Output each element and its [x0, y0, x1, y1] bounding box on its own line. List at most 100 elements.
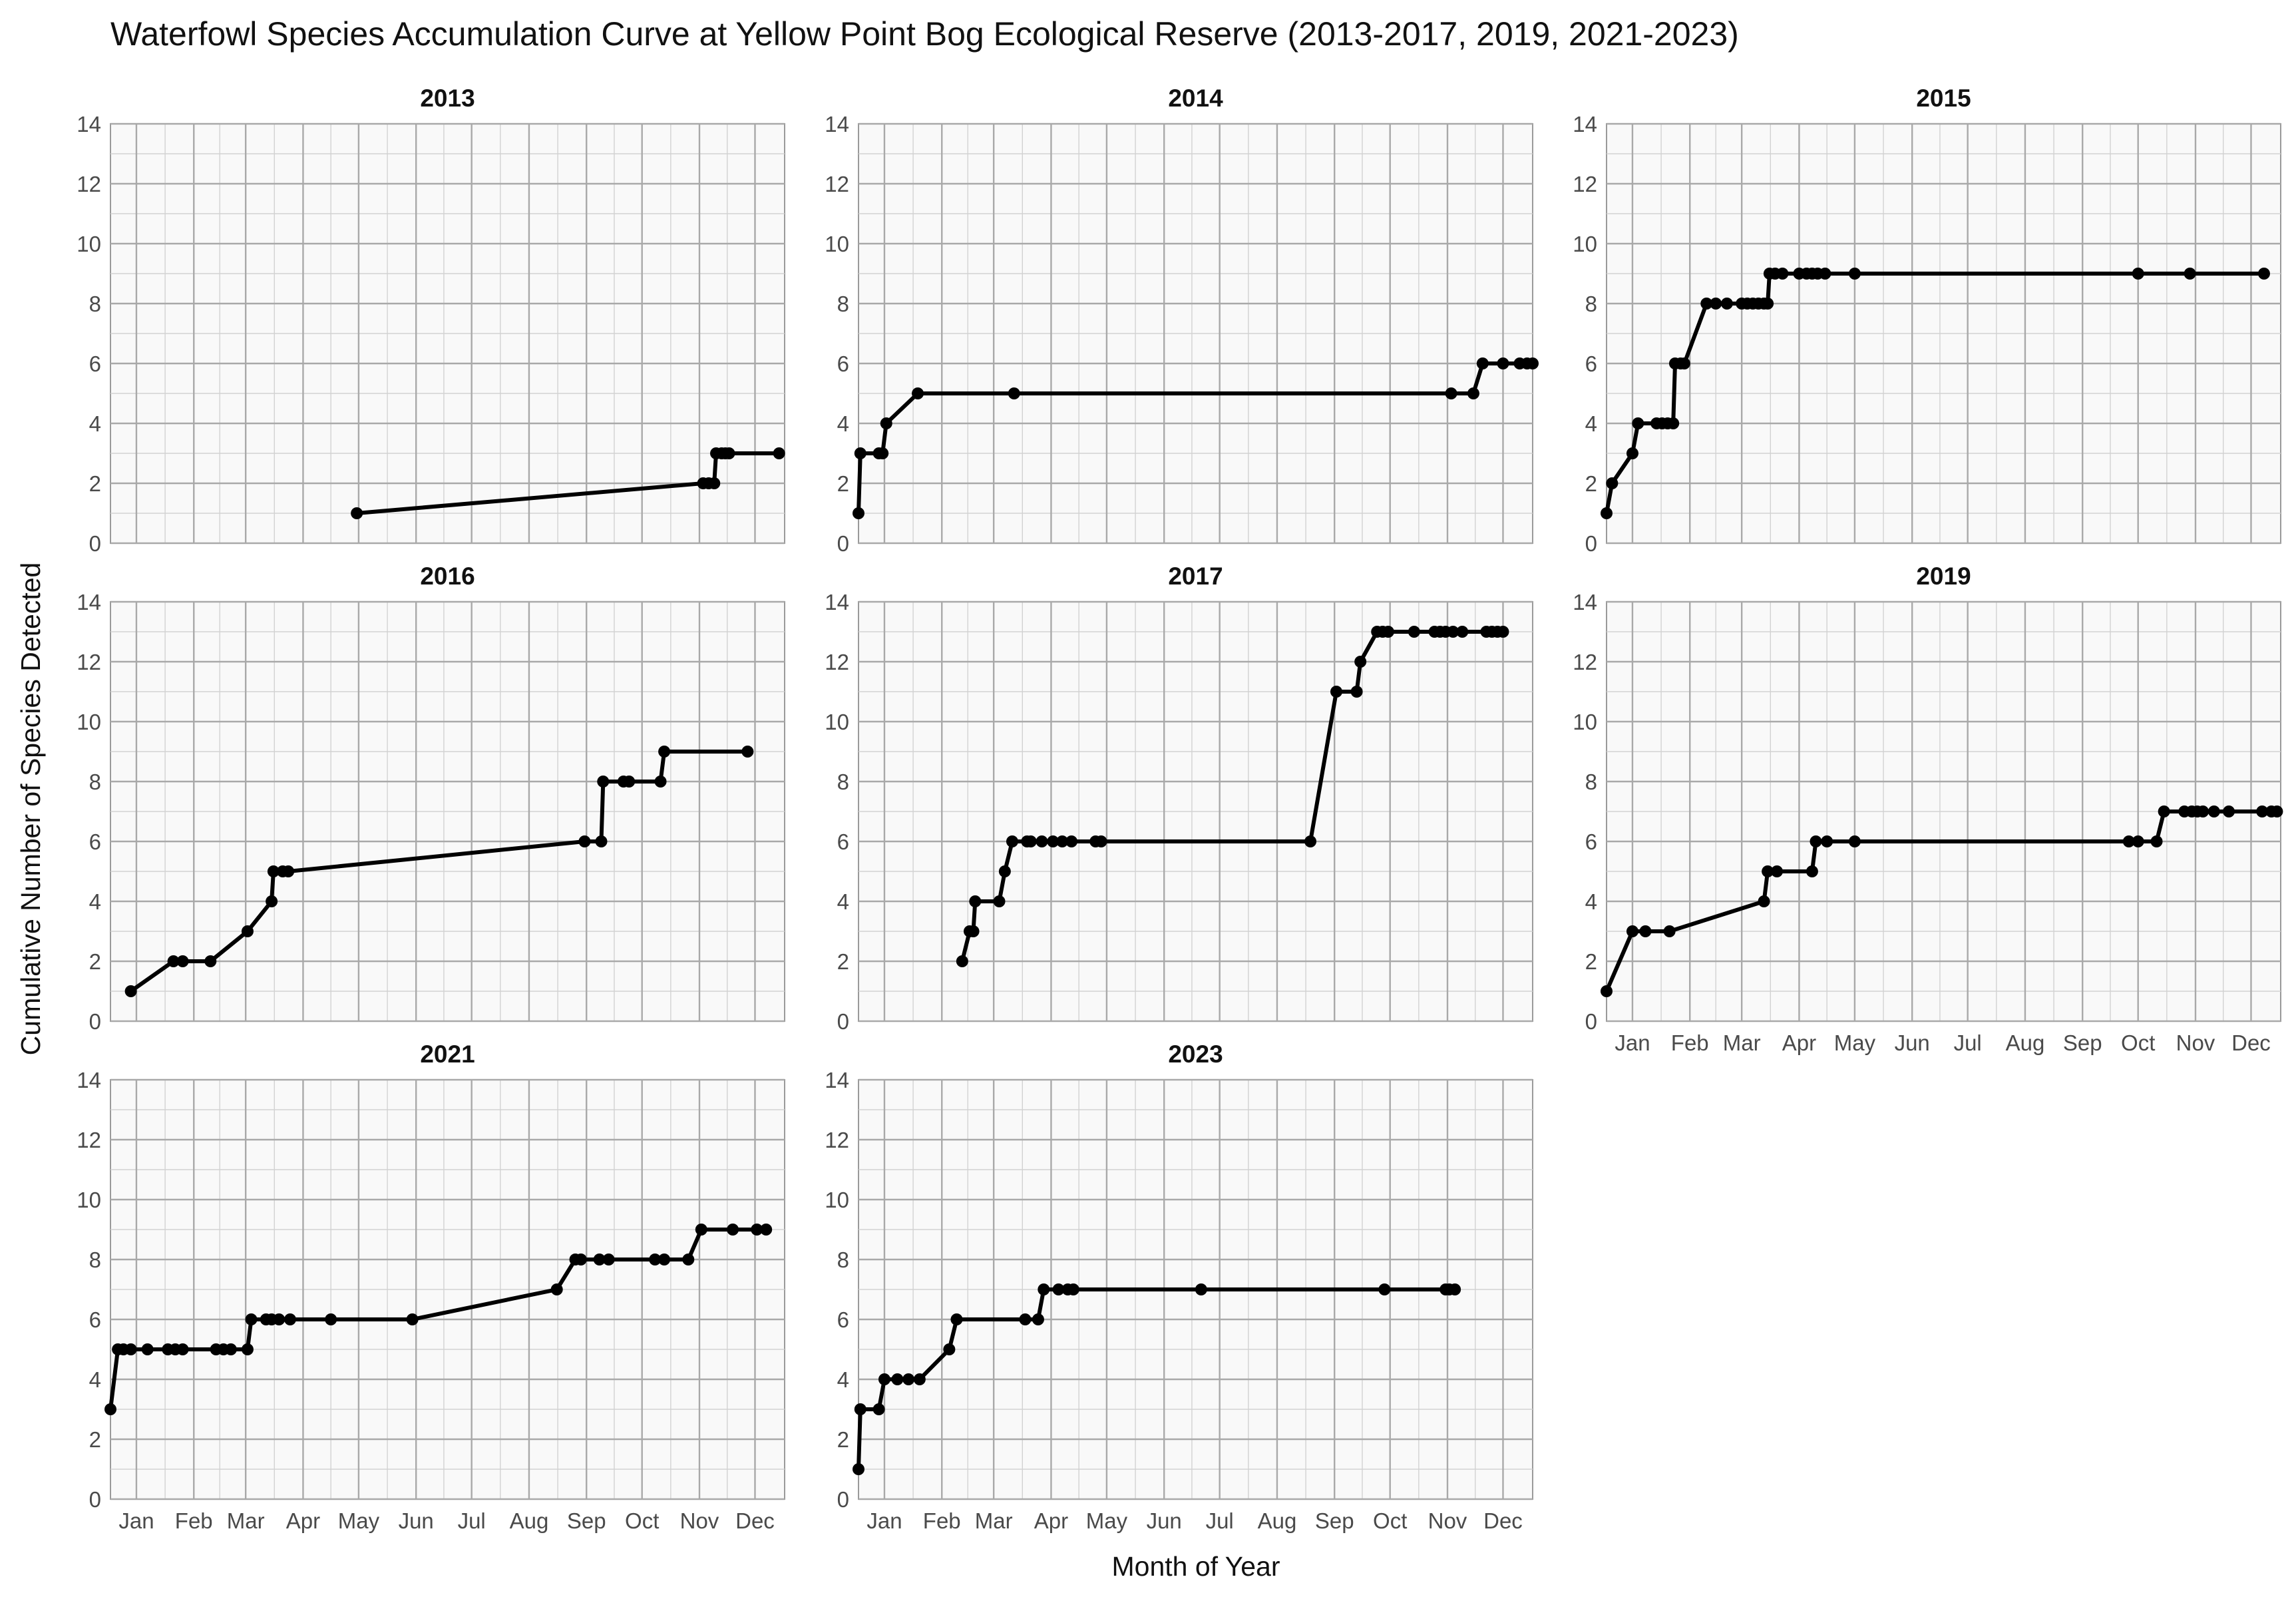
data-point: [1195, 1283, 1207, 1295]
data-point: [880, 417, 892, 429]
y-tick-label: 0: [837, 1487, 849, 1512]
y-tick-label: 14: [77, 112, 101, 136]
y-tick-label: 4: [89, 411, 101, 436]
y-tick-label: 12: [77, 1128, 101, 1152]
y-tick-label: 6: [89, 829, 101, 854]
x-tick-label: Oct: [2121, 1030, 2155, 1055]
data-point: [727, 1224, 739, 1236]
facet-label: 2017: [1168, 563, 1223, 590]
facet-panel-2017: 2017 0 2 4 6 8 10 12 14: [825, 563, 1533, 1034]
x-tick-label: Jan: [866, 1508, 902, 1533]
data-point: [1036, 835, 1048, 847]
x-tick-label: Mar: [227, 1508, 265, 1533]
data-point: [658, 746, 671, 758]
data-point: [2132, 268, 2144, 280]
facet-panel-2023: 2023 0 2 4 6 8 10 12 14 Jan Feb Mar Apr May Jun Jul Aug S…: [825, 1040, 1533, 1533]
data-point: [913, 1373, 926, 1385]
y-tick-label: 0: [837, 531, 849, 556]
data-point: [658, 1254, 671, 1265]
data-point: [1445, 387, 1457, 399]
x-tick-label: Feb: [175, 1508, 213, 1533]
facet-label: 2014: [1168, 85, 1223, 112]
y-tick-label: 2: [89, 471, 101, 496]
y-tick-label: 8: [837, 292, 849, 316]
x-tick-label: Dec: [2231, 1030, 2271, 1055]
y-tick-label: 12: [77, 650, 101, 674]
data-point: [1601, 507, 1613, 519]
facet-panel-2021: 2021 0 2 4 6 8 10 12 14 Jan Feb Mar Apr May Jun Jul Aug S…: [77, 1040, 785, 1533]
y-tick-label: 10: [1573, 232, 1597, 256]
x-tick-label: Nov: [2176, 1030, 2215, 1055]
data-point: [969, 895, 982, 907]
y-tick-label: 6: [1585, 829, 1597, 854]
data-point: [1354, 656, 1367, 668]
x-tick-label: May: [1086, 1508, 1128, 1533]
y-tick-label: 6: [1585, 351, 1597, 376]
data-point: [1678, 357, 1690, 369]
data-point: [2150, 835, 2163, 847]
data-point: [853, 507, 864, 519]
data-point: [1720, 298, 1733, 310]
data-point: [2207, 805, 2220, 817]
y-tick-label: 10: [825, 232, 849, 256]
data-point: [993, 895, 1006, 907]
y-tick-label: 8: [1585, 770, 1597, 794]
y-tick-label: 0: [1585, 531, 1597, 556]
chart-title: Waterfowl Species Accumulation Curve at …: [110, 15, 1739, 53]
y-tick-label: 14: [825, 1068, 849, 1092]
x-tick-label: May: [338, 1508, 380, 1533]
x-tick-label: Apr: [1782, 1030, 1816, 1055]
data-point: [1456, 626, 1469, 638]
x-tick-label: Aug: [510, 1508, 549, 1533]
y-tick-label: 4: [89, 889, 101, 914]
data-point: [574, 1254, 587, 1265]
y-tick-label: 12: [1573, 172, 1597, 196]
y-tick-label: 12: [825, 650, 849, 674]
data-point: [902, 1373, 915, 1385]
data-point: [1606, 477, 1619, 489]
y-tick-label: 0: [89, 1009, 101, 1034]
facet-panel-2014: 2014 0 2 4 6 8 10 12 14: [825, 85, 1539, 556]
data-point: [1408, 626, 1420, 638]
x-tick-label: Jul: [1954, 1030, 1982, 1055]
data-point: [956, 955, 968, 967]
data-point: [1065, 835, 1078, 847]
y-tick-label: 2: [1585, 471, 1597, 496]
data-point: [1497, 626, 1509, 638]
y-tick-label: 4: [837, 1367, 849, 1392]
data-point: [267, 865, 280, 877]
y-tick-label: 14: [1573, 590, 1597, 614]
facet-label: 2021: [420, 1040, 475, 1068]
facet-panels: 2013024681012142014024681012142015024681…: [77, 85, 2283, 1533]
data-point: [1447, 626, 1459, 638]
data-point: [682, 1254, 695, 1265]
data-point: [943, 1343, 956, 1355]
x-tick-label: Jan: [1615, 1030, 1650, 1055]
y-tick-label: 8: [89, 1248, 101, 1272]
data-point: [853, 1463, 864, 1475]
y-tick-label: 14: [825, 590, 849, 614]
x-tick-label: Nov: [680, 1508, 719, 1533]
data-point: [1819, 268, 1831, 280]
y-tick-label: 6: [837, 351, 849, 376]
data-point: [1095, 835, 1107, 847]
data-point: [773, 447, 785, 459]
data-point: [876, 447, 889, 459]
y-tick-label: 14: [1573, 112, 1597, 136]
data-point: [104, 1403, 116, 1415]
y-tick-label: 4: [89, 1367, 101, 1392]
y-tick-label: 10: [77, 232, 101, 256]
facet-label: 2016: [420, 563, 475, 590]
data-point: [1848, 835, 1861, 847]
y-tick-label: 0: [1585, 1009, 1597, 1034]
y-tick-label: 14: [77, 590, 101, 614]
y-tick-label: 8: [837, 770, 849, 794]
y-tick-label: 8: [837, 1248, 849, 1272]
data-point: [1810, 835, 1822, 847]
data-point: [1056, 835, 1069, 847]
x-tick-label: Mar: [1723, 1030, 1761, 1055]
data-point: [2197, 805, 2209, 817]
data-point: [1008, 387, 1020, 399]
